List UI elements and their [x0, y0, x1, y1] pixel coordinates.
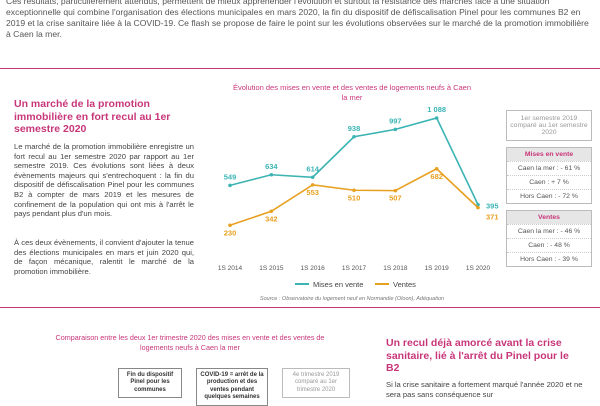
x-tick-label: 1S 2019: [425, 265, 450, 272]
intro-text: Ces résultats, particulièrement attendus…: [6, 0, 589, 39]
separator: [0, 307, 600, 308]
point: [228, 223, 232, 228]
x-tick-label: 1S 2018: [383, 265, 408, 272]
sidebar-item: Hors Caen : - 72 %: [507, 189, 591, 203]
point: [269, 209, 274, 214]
x-tick-label: 1S 2016: [301, 265, 326, 272]
paragraph: Si la crise sanitaire a fortement marqué…: [386, 380, 583, 399]
x-tick-label: 1S 2015: [259, 265, 284, 272]
sidebar-period: 1er semestre 2019 comparé au 1er semestr…: [506, 110, 592, 141]
sidebar-group: Mises en vente Caen la mer : - 61 % Caen…: [506, 147, 592, 204]
point: [434, 116, 439, 120]
chart-source: Source : Observatoire du logement neuf e…: [260, 296, 444, 302]
value-label: 614: [306, 164, 319, 173]
chart-title: Évolution des mises en vente et des vent…: [233, 83, 471, 102]
sidebar-item: Caen la mer : - 61 %: [507, 161, 591, 175]
value-label: 510: [348, 193, 361, 202]
value-label: 342: [265, 214, 278, 223]
sidebar-group-title: Ventes: [507, 211, 591, 224]
sidebar-item: Caen la mer : - 46 %: [507, 224, 591, 238]
value-label: 395: [486, 202, 499, 211]
sidebar-item: Caen : + 7 %: [507, 175, 591, 189]
point: [310, 175, 315, 180]
x-tick-label: 1S 2020: [466, 265, 491, 272]
point: [476, 202, 480, 207]
info-box: 4e trimestre 2019 comparé au 1er trimest…: [282, 368, 350, 399]
value-label: 371: [486, 213, 499, 222]
figure-title: Comparaison entre les deux 1er trimestre…: [55, 333, 325, 352]
legend-label: Mises en vente: [313, 280, 363, 289]
value-label: 997: [389, 116, 402, 125]
point: [310, 183, 315, 187]
point: [393, 127, 398, 132]
value-label: 507: [389, 194, 402, 203]
point: [269, 172, 274, 177]
info-box: COVID-19 = arrêt de la production et des…: [196, 368, 268, 406]
point: [228, 183, 232, 188]
sidebar: 1er semestre 2019 comparé au 1er semestr…: [506, 110, 592, 267]
point: [352, 188, 356, 193]
paragraph: Le marché de la promotion immobilière en…: [14, 142, 194, 219]
separator: [0, 68, 600, 69]
point: [476, 205, 480, 210]
info-box: Fin du dispositif Pinel pour les commune…: [118, 368, 182, 399]
value-label: 230: [224, 228, 237, 237]
value-label: 1 088: [427, 105, 446, 114]
x-tick-label: 1S 2017: [342, 265, 367, 272]
sidebar-group: Ventes Caen la mer : - 46 % Caen : - 48 …: [506, 210, 592, 267]
chart: Évolution des mises en vente et des vent…: [218, 83, 499, 302]
value-label: 634: [265, 162, 278, 171]
value-label: 549: [224, 172, 237, 181]
section-title: Un marché de la promotion immobilière en…: [14, 98, 171, 135]
x-tick-label: 1S 2014: [218, 265, 243, 272]
sidebar-group-title: Mises en vente: [507, 148, 591, 161]
value-label: 682: [430, 172, 443, 181]
value-label: 938: [348, 124, 361, 133]
section-title: Un recul déjà amorcé avant la crise sani…: [386, 337, 569, 374]
sidebar-item: Caen : - 48 %: [507, 238, 591, 252]
point: [393, 188, 398, 193]
sidebar-item: Hors Caen : - 39 %: [507, 252, 591, 266]
paragraph: À ces deux évènements, il convient d'ajo…: [14, 238, 194, 276]
point: [352, 134, 356, 139]
point: [434, 166, 439, 171]
legend-label: Ventes: [393, 280, 416, 289]
value-label: 553: [306, 188, 319, 197]
